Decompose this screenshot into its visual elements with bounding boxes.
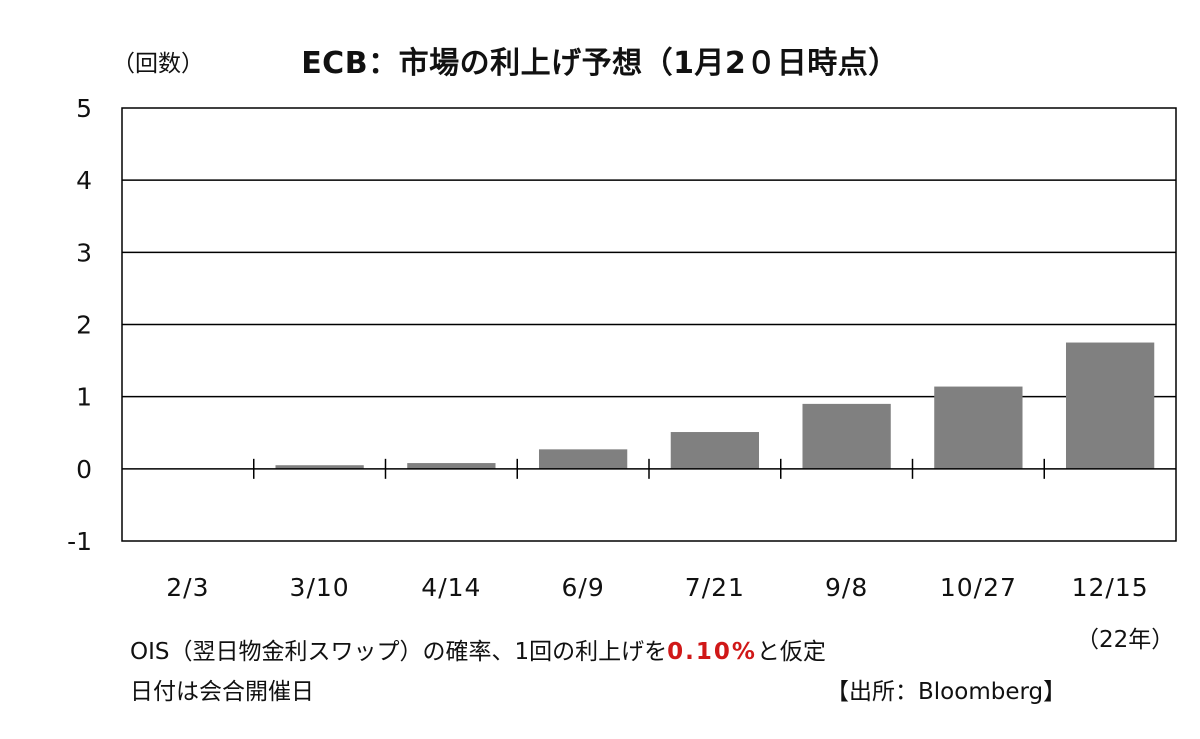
x-tick-label: 3/10 xyxy=(290,573,350,602)
x-tick-label: 10/27 xyxy=(940,573,1017,602)
y-tick-label: -1 xyxy=(67,527,92,556)
y-tick-labels: 5 4 3 2 1 0 -1 xyxy=(67,94,92,556)
bar xyxy=(407,463,496,469)
bar xyxy=(538,449,628,469)
note-dates: 日付は会合開催日 xyxy=(130,679,314,705)
x-tick-label: 4/14 xyxy=(421,573,481,602)
bar xyxy=(670,432,760,469)
x-tick-label: 2/3 xyxy=(166,573,209,602)
note-suffix: と仮定 xyxy=(756,639,826,665)
x-tick-label: 6/9 xyxy=(562,573,605,602)
note-ois-assumption: OIS（翌日物金利スワップ）の確率、1回の利上げを0.10%と仮定 xyxy=(130,632,826,666)
y-tick-label: 3 xyxy=(76,238,92,267)
x-tick-label: 7/21 xyxy=(685,573,745,602)
x-tick-labels: 2/3 3/10 4/14 6/9 7/21 9/8 10/27 12/15 xyxy=(166,573,1149,602)
plot-frame xyxy=(121,107,1177,542)
bar-chart: 5 4 3 2 1 0 -1 2/3 3/10 4/14 6/9 7/21 9/8 10/27 12/15 xyxy=(67,94,1177,602)
note-highlight-rate: 0.10% xyxy=(667,639,757,665)
year-note: （22年） xyxy=(1076,627,1175,653)
bar xyxy=(1065,342,1155,469)
x-tick-label: 12/15 xyxy=(1072,573,1149,602)
bar xyxy=(934,386,1023,469)
bar xyxy=(275,465,364,469)
x-tick-label: 9/8 xyxy=(825,573,868,602)
y-axis-unit-label: （回数） xyxy=(112,51,204,77)
note-prefix: OIS（翌日物金利スワップ）の確率、1回の利上げを xyxy=(130,639,668,665)
y-tick-label: 0 xyxy=(76,455,92,484)
source-note: 【出所：Bloomberg】 xyxy=(826,679,1067,705)
bar xyxy=(802,403,891,469)
chart-title: ECB：市場の利上げ予想（1月2０日時点） xyxy=(301,46,899,81)
grid-lines xyxy=(122,179,1176,398)
zero-axis xyxy=(122,458,1176,479)
bars xyxy=(275,342,1155,469)
y-tick-label: 2 xyxy=(76,311,92,340)
y-tick-label: 4 xyxy=(76,166,92,195)
y-tick-label: 5 xyxy=(76,94,92,123)
y-tick-label: 1 xyxy=(76,383,92,412)
